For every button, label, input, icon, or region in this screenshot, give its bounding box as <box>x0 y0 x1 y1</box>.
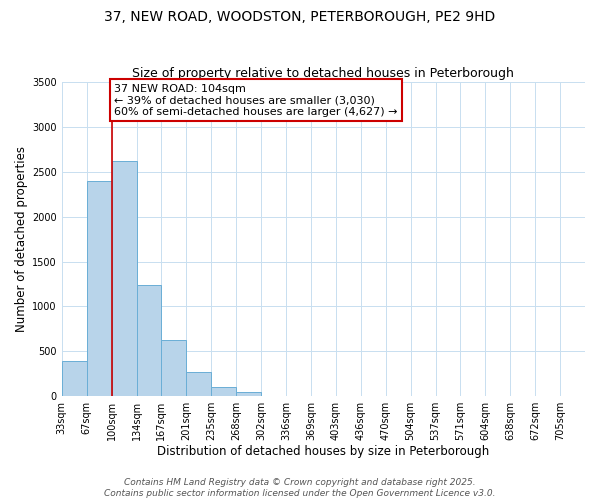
Bar <box>112 161 137 396</box>
X-axis label: Distribution of detached houses by size in Peterborough: Distribution of detached houses by size … <box>157 444 490 458</box>
Text: 37 NEW ROAD: 104sqm
← 39% of detached houses are smaller (3,030)
60% of semi-det: 37 NEW ROAD: 104sqm ← 39% of detached ho… <box>114 84 398 117</box>
Bar <box>137 285 161 396</box>
Text: 37, NEW ROAD, WOODSTON, PETERBOROUGH, PE2 9HD: 37, NEW ROAD, WOODSTON, PETERBOROUGH, PE… <box>104 10 496 24</box>
Bar <box>187 372 211 396</box>
Y-axis label: Number of detached properties: Number of detached properties <box>15 146 28 332</box>
Bar <box>86 181 112 396</box>
Bar <box>161 340 187 396</box>
Text: Contains HM Land Registry data © Crown copyright and database right 2025.
Contai: Contains HM Land Registry data © Crown c… <box>104 478 496 498</box>
Title: Size of property relative to detached houses in Peterborough: Size of property relative to detached ho… <box>133 66 514 80</box>
Bar <box>62 361 86 396</box>
Bar <box>236 392 261 396</box>
Bar <box>211 387 236 396</box>
